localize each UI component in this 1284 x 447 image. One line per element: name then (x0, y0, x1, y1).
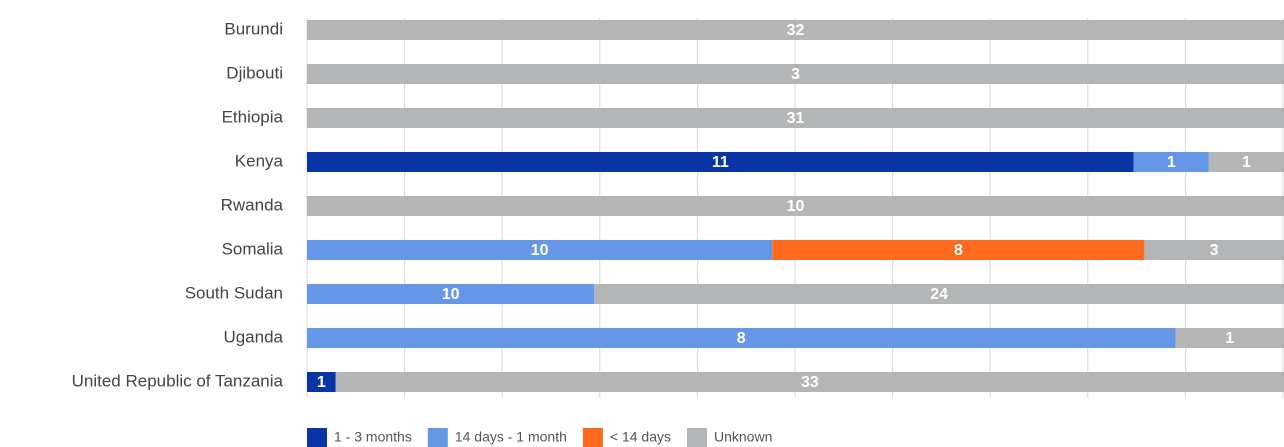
category-label: Rwanda (221, 195, 284, 214)
data-label: 33 (801, 374, 819, 391)
category-label: Djibouti (226, 63, 283, 82)
bar-segment (307, 108, 1284, 128)
data-label: 8 (954, 242, 963, 259)
category-label: United Republic of Tanzania (72, 371, 284, 390)
data-label: 8 (737, 330, 746, 347)
bar-segment (307, 372, 336, 392)
data-label: 11 (712, 154, 729, 171)
legend-swatch (687, 428, 707, 447)
bar-segment (335, 372, 1284, 392)
data-label: 24 (930, 286, 948, 303)
bar-segment (1175, 328, 1284, 348)
data-label: 10 (787, 198, 805, 215)
bar-segment (1144, 240, 1284, 260)
legend-swatch (307, 428, 327, 447)
legend-swatch (582, 428, 603, 447)
category-label: Ethiopia (222, 107, 284, 126)
data-label: 10 (531, 242, 549, 259)
category-label: Kenya (235, 151, 284, 170)
data-label: 1 (317, 374, 326, 391)
bar-segment (1208, 152, 1284, 172)
data-label: 32 (787, 22, 805, 39)
data-label: 1 (1225, 330, 1234, 347)
legend-label: 1 - 3 months (334, 429, 412, 445)
bar-segment (307, 284, 595, 304)
bar-segment (307, 152, 1134, 172)
bar-segment (307, 20, 1284, 40)
category-label: Burundi (224, 19, 283, 38)
bar-segment (307, 64, 1284, 84)
legend-label: < 14 days (610, 429, 671, 445)
bar-segment (1133, 152, 1209, 172)
data-label: 31 (787, 110, 805, 127)
legend-swatch (427, 428, 448, 447)
data-label: 1 (1167, 154, 1176, 171)
data-label: 3 (1210, 242, 1219, 259)
legend-label: 14 days - 1 month (455, 429, 567, 445)
category-label: Somalia (222, 239, 284, 258)
data-label: 1 (1242, 154, 1251, 171)
bar-segment (307, 196, 1284, 216)
bar-segment (307, 240, 773, 260)
category-label: Uganda (223, 327, 283, 346)
category-label: South Sudan (185, 283, 283, 302)
data-label: 10 (442, 286, 460, 303)
bar-segment (307, 328, 1176, 348)
data-label: 3 (791, 66, 800, 83)
legend-label: Unknown (714, 429, 772, 445)
bar-segment (594, 284, 1284, 304)
bar-segment (772, 240, 1145, 260)
